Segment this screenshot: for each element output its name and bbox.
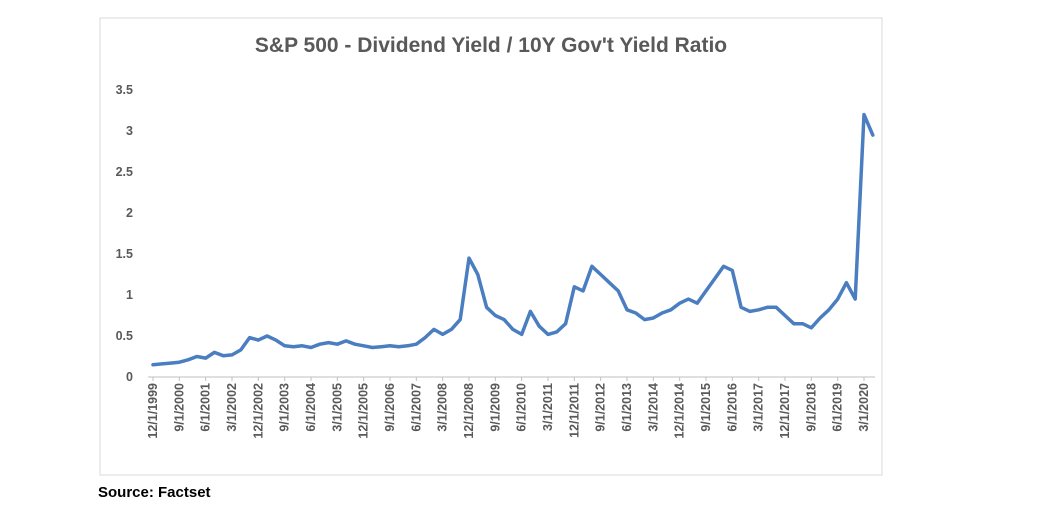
y-tick-label: 0.5 [116,329,133,343]
x-tick-label: 6/1/2007 [409,383,423,432]
y-tick-label: 0 [126,370,133,384]
chart-frame [99,17,883,476]
chart-title: S&P 500 - Dividend Yield / 10Y Gov't Yie… [255,34,727,57]
x-tick-label: 9/1/2009 [488,383,502,432]
source-note: Source: Factset [98,484,211,501]
y-tick-label: 3.5 [116,83,133,97]
x-tick-label: 9/1/2018 [804,383,818,432]
x-tick-label: 9/1/2006 [383,383,397,432]
x-tick-label: 3/1/2020 [857,383,871,432]
x-tick-label: 9/1/2003 [278,383,292,432]
x-tick-label: 6/1/2004 [304,383,318,432]
y-tick-label: 2 [126,206,133,220]
x-tick-label: 12/1/2011 [567,383,581,438]
y-tick-label: 2.5 [116,165,133,179]
x-tick-label: 3/1/2011 [541,383,555,431]
x-tick-label: 12/1/1999 [146,383,160,439]
x-tick-label: 12/1/2017 [778,383,792,439]
x-tick-label: 12/1/2005 [357,383,371,439]
x-tick-label: 9/1/2012 [594,383,608,432]
y-tick-label: 1 [126,288,133,302]
x-tick-label: 12/1/2008 [462,383,476,439]
x-tick-label: 9/1/2015 [699,383,713,432]
x-tick-label: 6/1/2001 [199,383,213,432]
x-tick-label: 3/1/2017 [752,383,766,432]
x-tick-label: 3/1/2002 [225,383,239,432]
data-line [151,112,875,367]
x-tick-label: 3/1/2005 [330,383,344,432]
y-tick-label: 3 [126,124,133,138]
x-tick-label: 9/1/2000 [172,383,186,432]
x-tick-label: 3/1/2014 [646,383,660,432]
x-tick-label: 6/1/2016 [725,383,739,432]
x-tick-label: 6/1/2013 [620,383,634,432]
x-tick-label: 12/1/2014 [673,383,687,439]
x-tick-label: 6/1/2010 [515,383,529,432]
y-tick-label: 1.5 [116,247,133,261]
x-tick-label: 12/1/2002 [251,383,265,439]
x-tick-label: 6/1/2019 [831,383,845,432]
x-tick-label: 3/1/2008 [436,383,450,432]
